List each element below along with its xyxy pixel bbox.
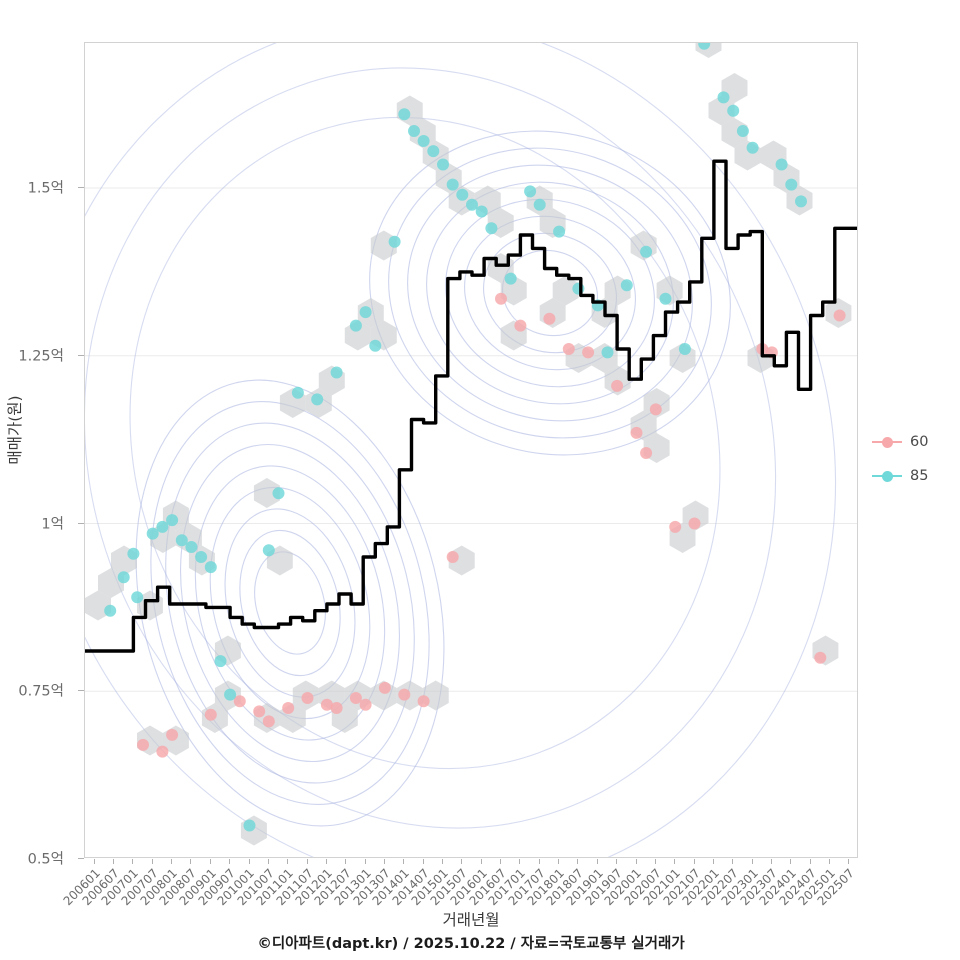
hexbin-layer [85, 43, 852, 846]
scatter-points [104, 43, 846, 832]
x-axis-tick-mark [654, 859, 656, 864]
legend-dot [882, 471, 893, 482]
x-axis-tick-mark [422, 859, 424, 864]
x-axis-tick-mark [751, 859, 753, 864]
chart-caption: ©디아파트(dapt.kr) / 2025.10.22 / 자료=국토교통부 실… [257, 936, 685, 952]
x-axis-tick-mark [209, 859, 211, 864]
x-axis-tick-mark [538, 859, 540, 864]
x-axis-tick-mark [500, 859, 501, 864]
y-axis: 매매가(원) 1.5억 1.25억 1억 0.75억 0.5억 [0, 0, 84, 960]
y-axis-tick-label: 1억 [41, 516, 64, 532]
x-axis-tick-mark [325, 859, 327, 864]
x-axis-tick-mark [693, 859, 695, 864]
y-axis-tick-mark [78, 354, 84, 356]
trend-line [85, 159, 857, 653]
x-axis-tick-mark [577, 859, 579, 864]
x-axis-tick-mark [113, 859, 114, 864]
x-axis-tick-mark [674, 859, 676, 864]
legend-dot [882, 437, 893, 448]
y-axis-tick-mark [78, 522, 84, 524]
y-axis-tick-label: 0.75억 [18, 683, 64, 700]
x-axis-tick-mark [287, 859, 289, 864]
x-axis-tick-mark [829, 859, 830, 864]
x-axis-tick-mark [364, 859, 366, 864]
x-axis-tick-mark [616, 859, 618, 864]
x-axis-title: 거래년월 [442, 911, 500, 929]
x-axis-tick-mark [635, 859, 637, 864]
x-axis-tick-mark [770, 859, 772, 864]
plot-canvas [85, 43, 857, 857]
gridlines [85, 187, 857, 692]
x-axis-tick-mark [190, 859, 192, 864]
legend-marker-icon [872, 433, 902, 451]
x-axis-tick-mark [403, 859, 405, 864]
x-axis-tick-mark [596, 859, 598, 864]
legend-item[interactable]: 85 [872, 459, 958, 493]
x-axis-tick-mark [132, 859, 134, 864]
legend-label: 60 [910, 434, 929, 450]
x-axis-tick-mark [442, 859, 443, 864]
x-axis-tick-mark [558, 859, 560, 864]
y-axis-tick-mark [78, 690, 84, 692]
x-axis: 200601 200607 200701 200707 200801 200807 2009… [60, 859, 858, 919]
x-axis-tick-mark [383, 859, 385, 864]
x-axis-tick-mark [519, 859, 521, 864]
y-axis-tick-label: 1.5억 [27, 180, 64, 197]
x-axis-tick-mark [248, 859, 250, 864]
y-axis-tick-label: 1.25억 [18, 348, 64, 365]
x-axis-tick-mark [306, 859, 308, 864]
x-axis-tick-mark [345, 859, 347, 864]
x-axis-tick-mark [229, 859, 231, 864]
y-axis-tick-label: 0.5억 [27, 851, 64, 868]
legend-marker-icon [872, 467, 902, 485]
y-axis-tick-mark [78, 858, 84, 859]
legend: 60 85 [872, 425, 958, 493]
legend-label: 85 [910, 468, 929, 484]
y-axis-tick-mark [78, 187, 84, 188]
x-axis-tick-mark [461, 859, 463, 864]
x-axis-tick-mark [93, 859, 95, 864]
x-axis-tick-mark [732, 859, 734, 864]
x-axis-tick-mark [151, 859, 153, 864]
plot-panel [84, 42, 858, 858]
x-axis-tick-mark [848, 859, 850, 864]
x-axis-tick-mark [712, 859, 714, 864]
x-axis-tick-mark [171, 859, 173, 864]
legend-item[interactable]: 60 [872, 425, 958, 459]
density-contours [85, 43, 837, 857]
x-axis-tick-mark [790, 859, 792, 864]
x-axis-tick-mark [809, 859, 811, 864]
x-axis-tick-mark [480, 859, 482, 864]
x-axis-tick-mark [267, 859, 269, 864]
